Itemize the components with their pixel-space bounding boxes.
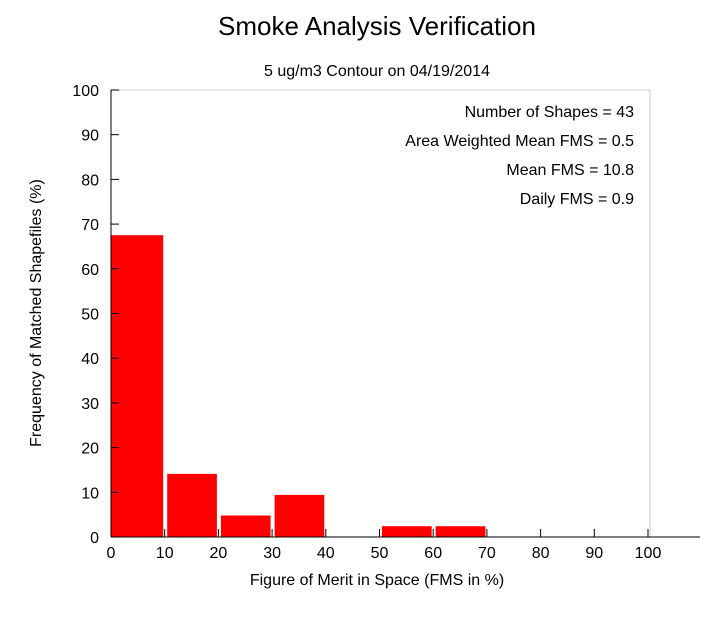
y-tick-label: 40	[81, 351, 99, 368]
stat-annotation: Mean FMS = 10.8	[506, 162, 634, 179]
histogram-bar	[274, 494, 325, 538]
y-tick-label: 70	[81, 217, 99, 234]
annotations-group: Number of Shapes = 43 Area Weighted Mean …	[405, 104, 634, 208]
plot-frame	[110, 89, 651, 538]
x-tick-label: 20	[210, 545, 228, 562]
stat-annotation: Daily FMS = 0.9	[520, 191, 634, 208]
y-tick-label: 100	[72, 83, 99, 100]
stat-annotation: Area Weighted Mean FMS = 0.5	[405, 133, 634, 150]
histogram-bar	[111, 235, 164, 538]
stat-annotation: Number of Shapes = 43	[465, 104, 635, 121]
y-tick-label: 90	[81, 128, 99, 145]
histogram-bar	[382, 526, 432, 538]
x-axis-label: Figure of Merit in Space (FMS in %)	[250, 572, 504, 589]
y-tick-label: 20	[81, 441, 99, 458]
x-tick-label: 50	[371, 545, 389, 562]
x-tick-label: 60	[424, 545, 442, 562]
y-tick-label: 10	[81, 485, 99, 502]
y-tick-label: 0	[90, 530, 99, 547]
x-tick-label: 30	[263, 545, 281, 562]
y-tick-label: 30	[81, 396, 99, 413]
y-tick-label: 60	[81, 262, 99, 279]
histogram-bar	[167, 473, 217, 538]
y-axis-ticks: 0 10 20 30 40 50 60 70 80 90 100	[72, 83, 119, 547]
x-tick-label: 0	[107, 545, 116, 562]
bars-group	[111, 235, 486, 538]
histogram-bar	[220, 515, 271, 538]
chart-subtitle: 5 ug/m3 Contour on 04/19/2014	[264, 63, 490, 80]
x-tick-label: 100	[635, 545, 662, 562]
x-tick-label: 80	[532, 545, 550, 562]
y-tick-label: 50	[81, 307, 99, 324]
x-axis-ticks: 0 10 20 30 40 50 60 70 80 90 100	[107, 529, 662, 562]
x-tick-label: 10	[156, 545, 174, 562]
x-tick-label: 70	[478, 545, 496, 562]
y-tick-label: 80	[81, 172, 99, 189]
x-tick-label: 90	[585, 545, 603, 562]
histogram-bar	[435, 526, 486, 538]
y-axis-label: Frequency of Matched Shapefiles (%)	[28, 179, 45, 447]
x-tick-label: 40	[317, 545, 335, 562]
chart-title: Smoke Analysis Verification	[218, 11, 536, 41]
